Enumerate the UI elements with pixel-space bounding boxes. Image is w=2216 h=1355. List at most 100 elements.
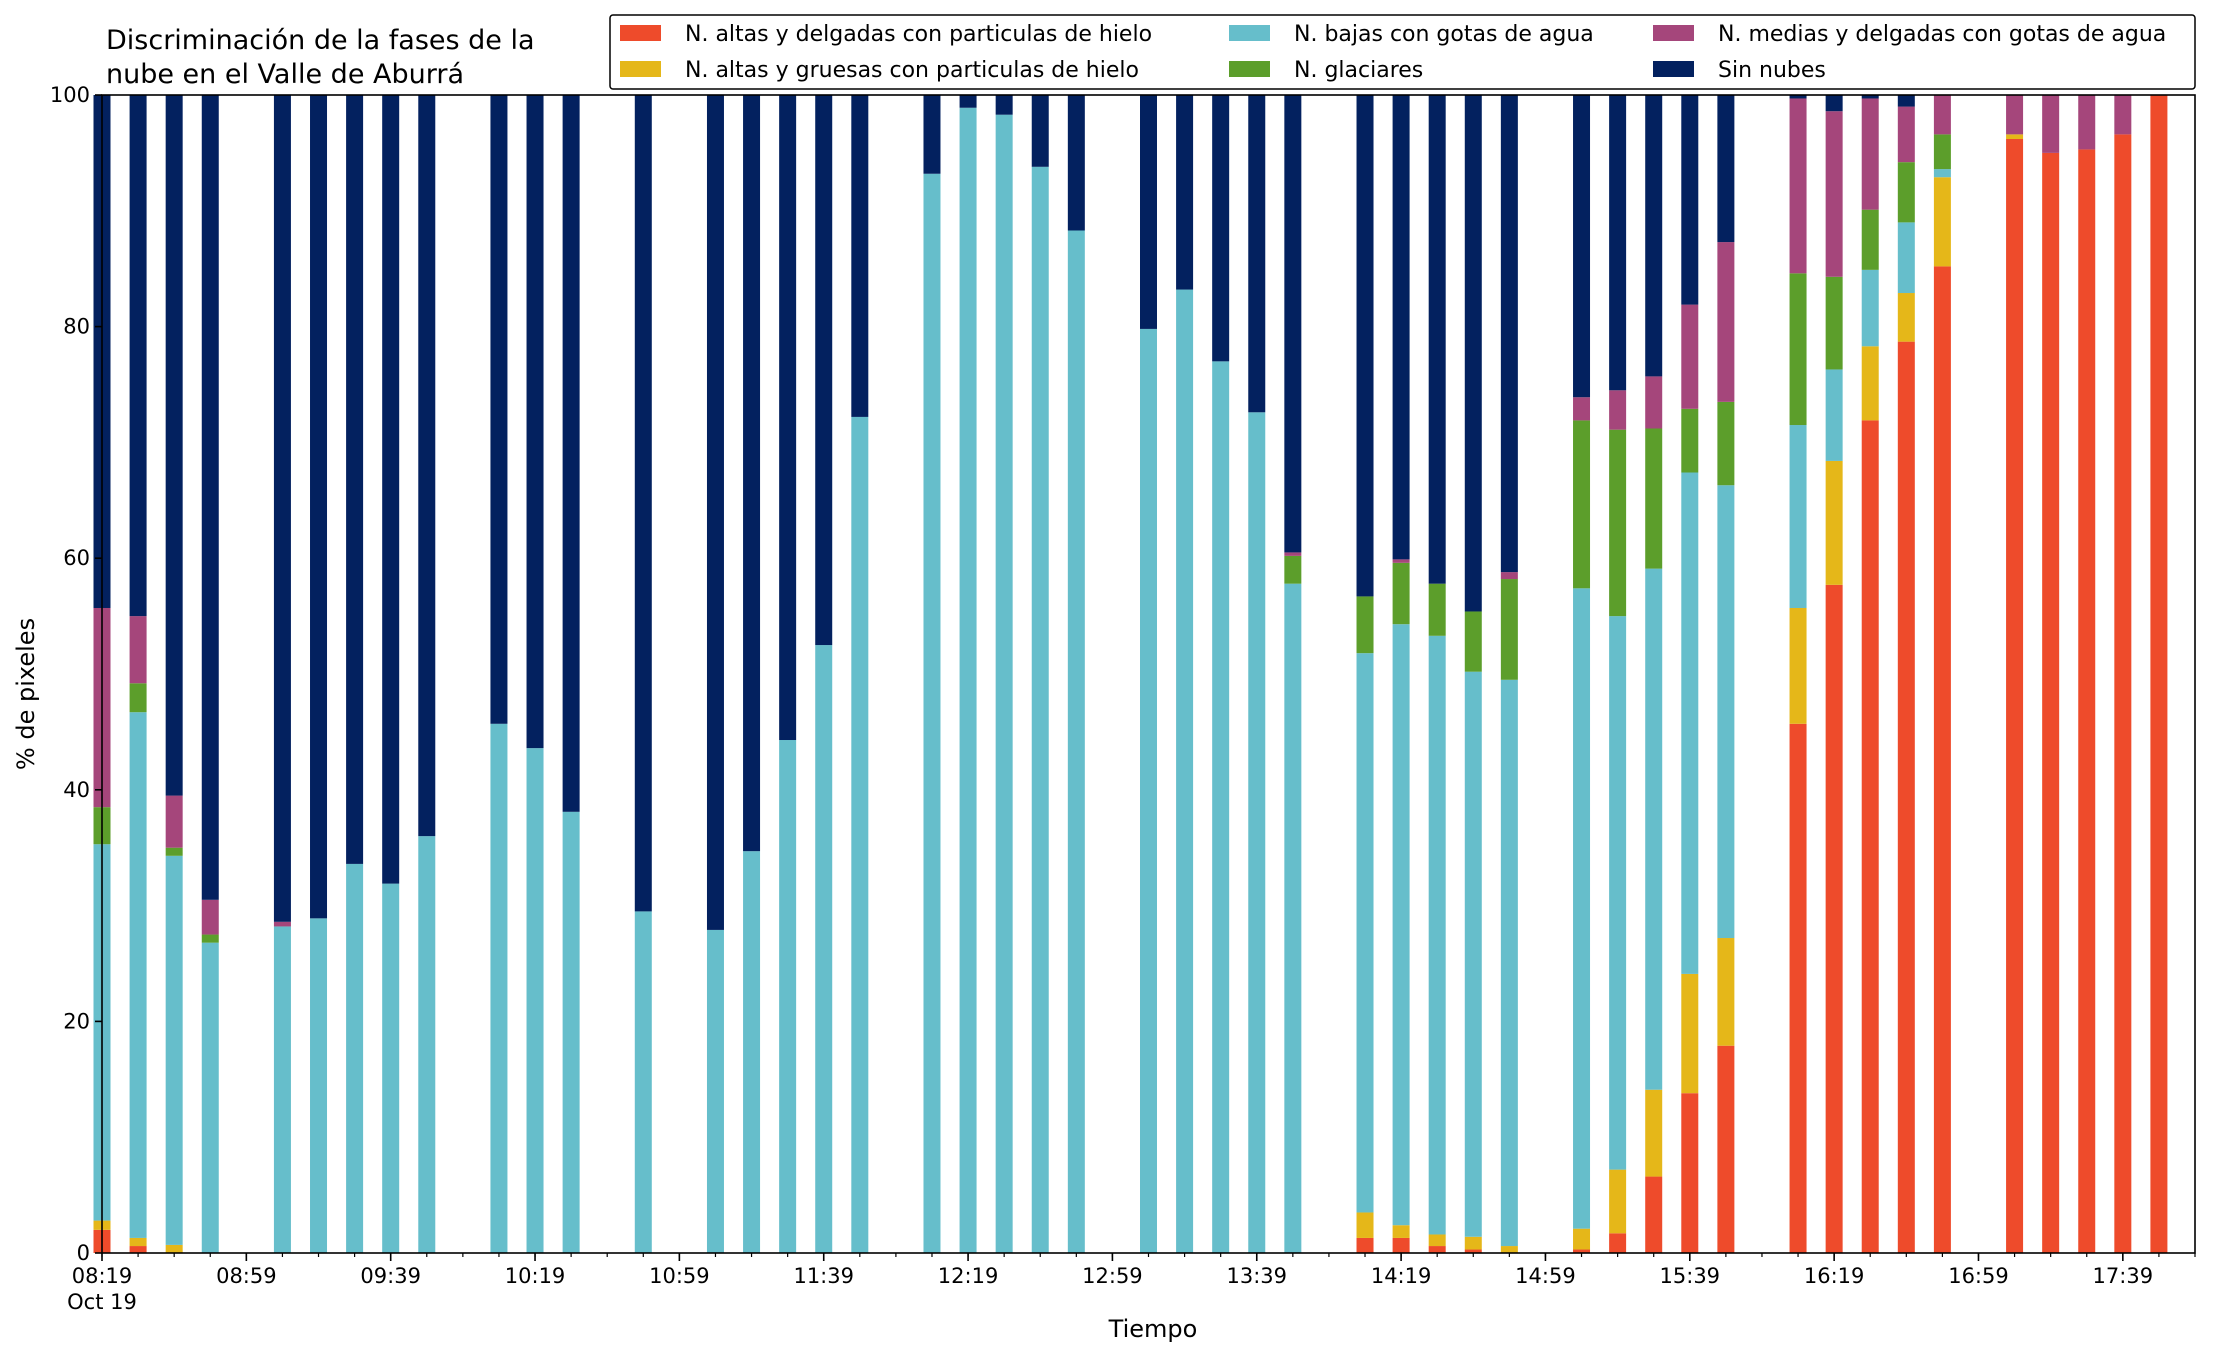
bar-segment-1419-s2	[1392, 624, 1410, 1226]
bar-segment-1539-s0	[1681, 1093, 1699, 1253]
bar-segment-1119-s5	[743, 95, 761, 852]
bar-segment-0829-s1	[129, 1237, 147, 1247]
bar-segment-1749-s0	[2150, 95, 2168, 1253]
bar-segment-1619-s2	[1825, 369, 1843, 461]
bar-segment-1529-s3	[1645, 428, 1663, 569]
y-tick-label: 40	[63, 778, 90, 802]
x-tick-label: 16:59	[1948, 1264, 2009, 1288]
bar-segment-1439-s1	[1464, 1236, 1482, 1250]
bar-segment-0849-s4	[201, 899, 219, 935]
bar-segment-1639-s3	[1897, 162, 1915, 223]
legend-label-0: N. altas y delgadas con particulas de hi…	[685, 22, 1152, 47]
bar-segment-1719-s0	[2042, 152, 2060, 1253]
bar-segment-1149-s5	[851, 95, 869, 417]
bar-segment-1049-s2	[634, 911, 652, 1253]
bar-segment-1719-s4	[2042, 95, 2060, 153]
bar-segment-1019-s5	[526, 95, 544, 749]
bar-segment-1309-s2	[1140, 328, 1157, 1253]
bar-segment-1549-s4	[1717, 242, 1735, 402]
bar-segment-0949-s5	[418, 95, 436, 837]
bar-segment-1619-s0	[1825, 584, 1843, 1253]
bar-segment-1029-s5	[562, 95, 580, 812]
bar-segment-1629-s5	[1861, 95, 1879, 99]
x-tick-label: 12:59	[1082, 1264, 1143, 1288]
bar-segment-1449-s4	[1500, 572, 1518, 580]
bar-segment-0829-s4	[129, 616, 147, 684]
x-tick-label: 10:19	[505, 1264, 566, 1288]
bar-segment-1539-s3	[1681, 408, 1699, 473]
bar-segment-1239-s2	[1031, 166, 1049, 1253]
bar-segment-1649-s2	[1933, 169, 1951, 178]
chart-title: Discriminación de la fases de la nube en…	[106, 25, 535, 90]
bar-segment-0929-s5	[346, 95, 364, 864]
bar-segment-0929-s2	[346, 863, 364, 1253]
bar-segment-1609-s3	[1789, 273, 1807, 426]
bar-segment-1619-s5	[1825, 95, 1843, 112]
bar-segment-1619-s3	[1825, 276, 1843, 370]
bar-segment-1439-s0	[1464, 1249, 1482, 1253]
bar-segment-1349-s5	[1284, 95, 1302, 553]
bar-segment-1549-s1	[1717, 938, 1735, 1046]
bar-segment-1409-s3	[1356, 596, 1374, 654]
bar-segment-1439-s3	[1464, 611, 1482, 672]
bar-segment-1129-s2	[779, 740, 797, 1253]
bar-segment-1119-s2	[743, 851, 761, 1253]
bar-segment-1529-s5	[1645, 95, 1663, 377]
y-tick-label: 100	[50, 83, 90, 107]
bar-segment-1519-s2	[1609, 616, 1627, 1170]
bar-segment-1029-s2	[562, 811, 580, 1253]
bar-segment-1419-s1	[1392, 1225, 1410, 1238]
chart-title-line-1: Discriminación de la fases de la	[106, 25, 535, 56]
bar-segment-1509-s1	[1573, 1228, 1591, 1250]
bar-segment-1409-s2	[1356, 653, 1374, 1213]
bar-segment-1539-s4	[1681, 304, 1699, 409]
bar-segment-1709-s4	[2006, 95, 2024, 135]
x-tick-label: 08:19	[72, 1264, 133, 1288]
y-tick-label: 0	[77, 1241, 90, 1265]
bar-segment-1229-s5	[995, 95, 1013, 115]
legend-label-5: Sin nubes	[1718, 58, 1826, 83]
bar-segment-1549-s3	[1717, 401, 1735, 486]
bar-segment-0919-s5	[310, 95, 328, 919]
x-tick-label: 15:39	[1660, 1264, 1721, 1288]
legend-label-2: N. bajas con gotas de agua	[1294, 22, 1594, 47]
bar-segment-1519-s3	[1609, 429, 1627, 617]
bar-segment-1409-s5	[1356, 95, 1374, 597]
bar-segment-1629-s3	[1861, 209, 1879, 270]
bar-segment-1739-s0	[2114, 134, 2132, 1253]
bar-segment-1629-s0	[1861, 420, 1879, 1253]
bar-segment-1229-s2	[995, 114, 1013, 1254]
bar-segment-1339-s2	[1248, 412, 1266, 1253]
bar-segment-1729-s4	[2078, 95, 2096, 150]
bar-segment-1649-s3	[1933, 134, 1951, 170]
bar-segment-1239-s5	[1031, 95, 1049, 167]
bar-segment-1549-s2	[1717, 485, 1735, 939]
bar-segment-1439-s2	[1464, 671, 1482, 1237]
bar-segment-0839-s5	[165, 95, 183, 796]
bar-segment-1739-s4	[2114, 95, 2132, 135]
bar-segment-1309-s5	[1140, 95, 1157, 329]
bar-segment-1019-s2	[526, 748, 544, 1253]
bar-segment-0839-s1	[165, 1244, 183, 1253]
bar-segment-0839-s4	[165, 795, 183, 848]
bar-segment-0939-s5	[382, 95, 400, 884]
bar-segment-1429-s5	[1428, 95, 1446, 584]
bar-segment-1209-s2	[923, 173, 941, 1254]
bar-segment-1329-s2	[1212, 361, 1230, 1254]
legend-label-3: N. glaciares	[1294, 58, 1423, 83]
bar-segment-1529-s4	[1645, 376, 1663, 429]
bar-segment-1649-s0	[1933, 266, 1951, 1253]
bar-segment-1419-s5	[1392, 95, 1410, 560]
x-tick-sublabel: Oct 19	[67, 1290, 137, 1314]
bar-segment-1429-s3	[1428, 583, 1446, 636]
bar-segment-0829-s5	[129, 95, 147, 617]
bar-segment-0839-s3	[165, 847, 183, 856]
bar-segment-1639-s2	[1897, 222, 1915, 294]
x-tick-label: 14:59	[1515, 1264, 1576, 1288]
bar-segment-1639-s0	[1897, 341, 1915, 1253]
x-tick-label: 11:39	[793, 1264, 854, 1288]
bar-segment-1139-s2	[815, 645, 833, 1253]
legend-label-4: N. medias y delgadas con gotas de agua	[1718, 22, 2166, 47]
bar-segment-1449-s1	[1500, 1246, 1518, 1253]
bar-segment-1449-s3	[1500, 579, 1518, 680]
